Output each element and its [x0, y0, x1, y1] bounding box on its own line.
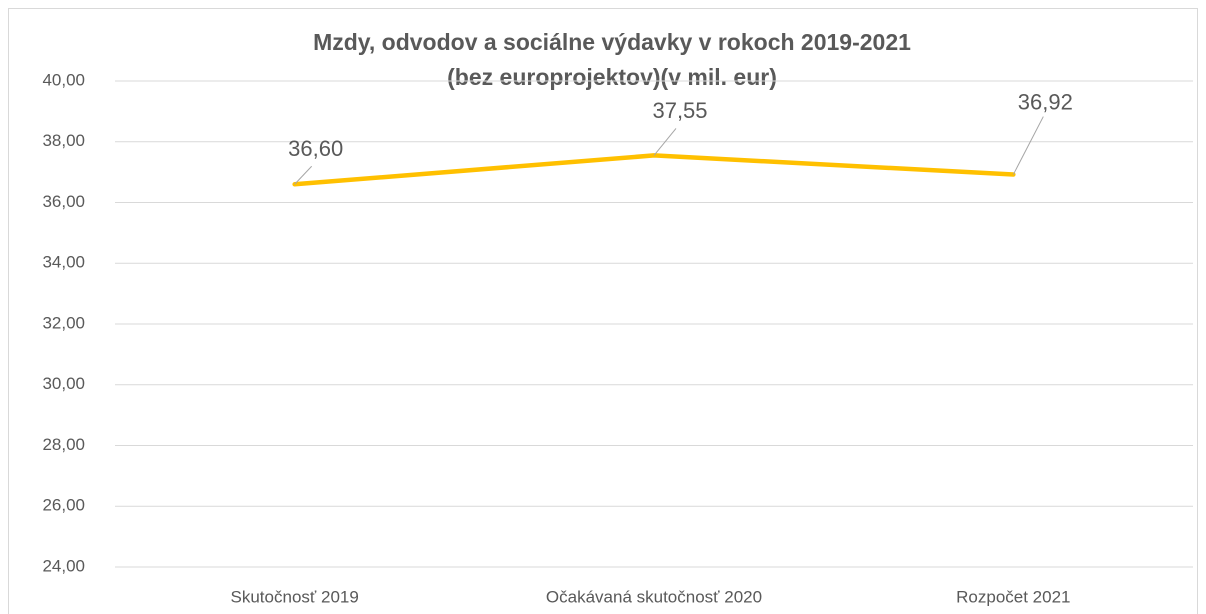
leader-line: [294, 165, 313, 185]
y-tick-label: 32,00: [42, 313, 85, 332]
data-label: 36,60: [288, 136, 343, 161]
series-line: [292, 153, 1016, 187]
leader-line: [1012, 116, 1044, 175]
y-tick-label: 34,00: [42, 253, 85, 272]
chart-title: Mzdy, odvodov a sociálne výdavky v rokoc…: [313, 29, 911, 55]
y-tick-label: 30,00: [42, 374, 85, 393]
y-tick-label: 36,00: [42, 192, 85, 211]
leader-line: [653, 128, 677, 156]
x-tick-label: Skutočnosť 2019: [231, 587, 359, 606]
x-tick-label: Očakávaná skutočnosť 2020: [546, 587, 762, 606]
y-tick-label: 26,00: [42, 496, 85, 515]
y-tick-label: 28,00: [42, 435, 85, 454]
data-label: 36,92: [1018, 89, 1073, 114]
chart-border: [8, 8, 1198, 614]
data-label: 37,55: [652, 98, 707, 123]
x-tick-label: Rozpočet 2021: [956, 587, 1070, 606]
y-tick-label: 40,00: [42, 70, 85, 89]
chart-title: (bez europrojektov)(v mil. eur): [447, 64, 777, 90]
y-tick-label: 24,00: [42, 556, 85, 575]
y-tick-label: 38,00: [42, 131, 85, 150]
